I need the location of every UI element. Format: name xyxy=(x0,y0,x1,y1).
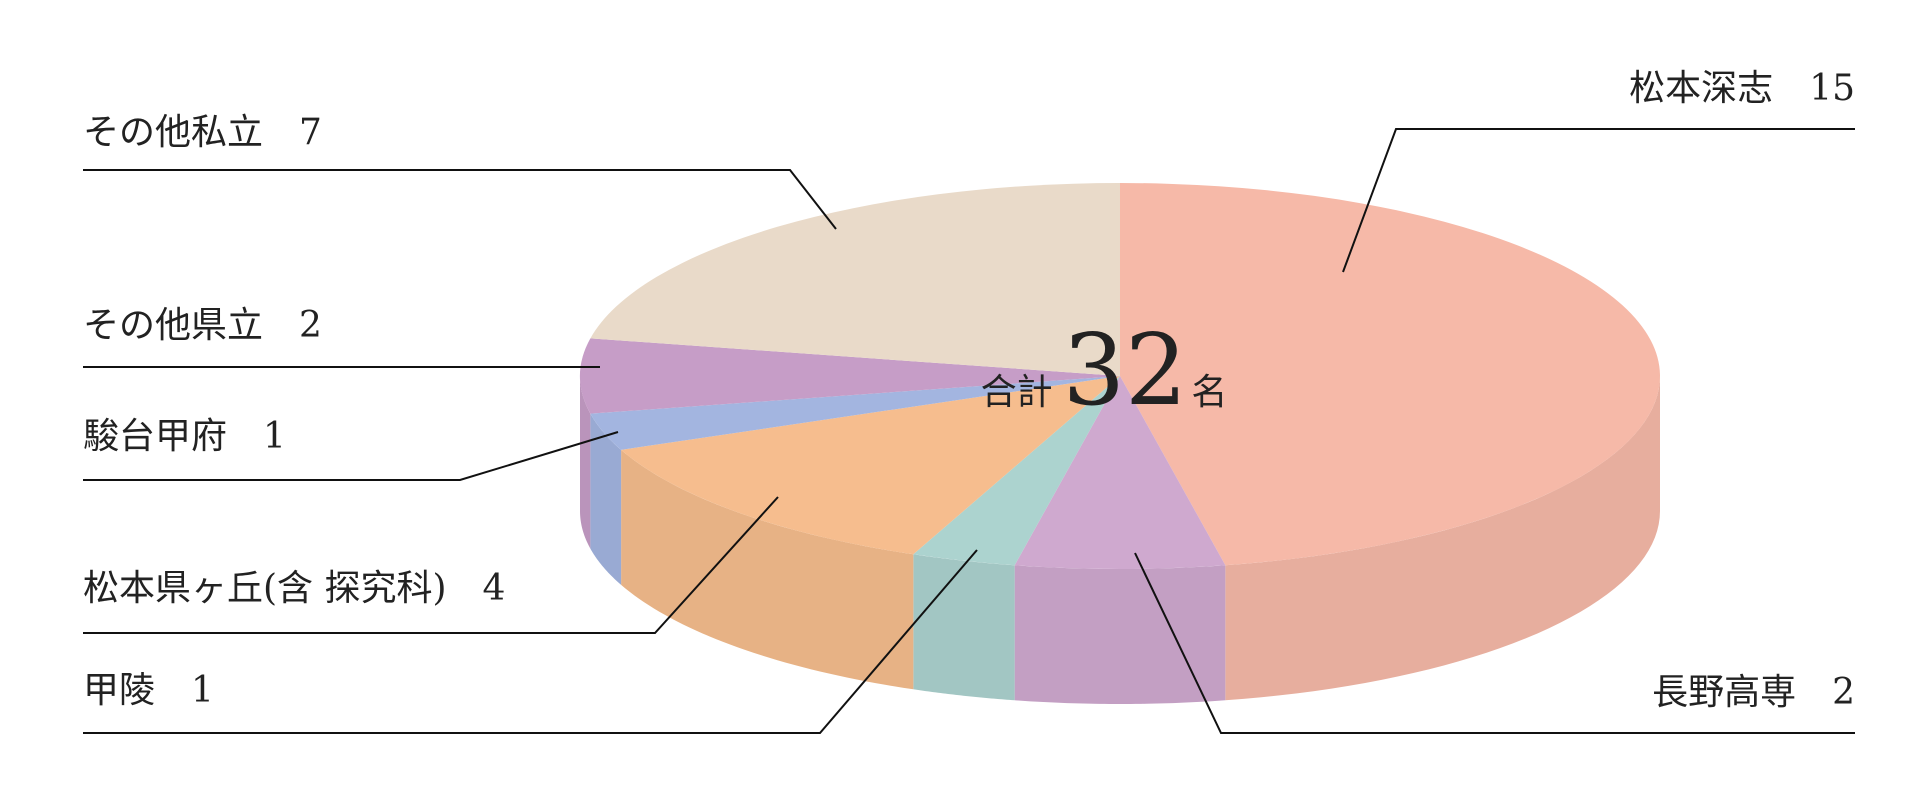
leader-line xyxy=(83,496,779,634)
slice-label: その他県立 2 xyxy=(83,305,322,346)
slice xyxy=(590,183,1120,376)
leader-line xyxy=(83,169,837,230)
slice xyxy=(621,376,1120,555)
value-label: 2 xyxy=(1832,672,1855,713)
slice-label: 駿台甲府 1 xyxy=(83,416,286,457)
leader-line xyxy=(83,431,619,481)
value-label: 1 xyxy=(263,416,286,457)
category-name: その他県立 xyxy=(83,305,263,346)
value-label: 1 xyxy=(191,670,214,711)
slice xyxy=(1120,183,1660,566)
leader-line xyxy=(1134,552,1855,734)
slice-side xyxy=(1014,565,1226,704)
value-label: 4 xyxy=(483,568,506,609)
total-label: 合計 32 名 xyxy=(981,314,1228,428)
slice xyxy=(590,376,1120,450)
slice xyxy=(580,338,1120,414)
slice xyxy=(1014,376,1226,569)
value-label: 2 xyxy=(299,305,322,346)
category-name: 松本深志 xyxy=(1629,68,1773,109)
slice-label: その他私立 7 xyxy=(83,112,322,153)
leader-line xyxy=(83,549,978,734)
slice-label: 長野高専 2 xyxy=(1652,672,1855,713)
slice-side xyxy=(1225,376,1660,701)
slice-label: 甲陵 1 xyxy=(83,670,214,711)
value-label: 15 xyxy=(1809,68,1855,109)
slice-label: 松本県ヶ丘(含 探究科) 4 xyxy=(83,568,505,609)
leader-line xyxy=(1342,128,1855,273)
slice-side xyxy=(580,376,591,549)
category-name: 長野高専 xyxy=(1652,672,1796,713)
category-name: 駿台甲府 xyxy=(83,416,227,457)
total-prefix: 合計 xyxy=(981,372,1053,413)
category-name: その他私立 xyxy=(83,112,263,153)
total-value: 32 xyxy=(1063,314,1188,428)
slice-side xyxy=(621,449,914,690)
slice-label: 松本深志 15 xyxy=(1629,68,1855,109)
total-suffix: 名 xyxy=(1191,372,1227,413)
slice-side xyxy=(913,554,1015,701)
category-name: 松本県ヶ丘(含 探究科) xyxy=(83,568,447,609)
slice xyxy=(913,376,1120,566)
value-label: 7 xyxy=(299,112,322,153)
slice-side xyxy=(590,413,622,585)
category-name: 甲陵 xyxy=(83,670,155,711)
